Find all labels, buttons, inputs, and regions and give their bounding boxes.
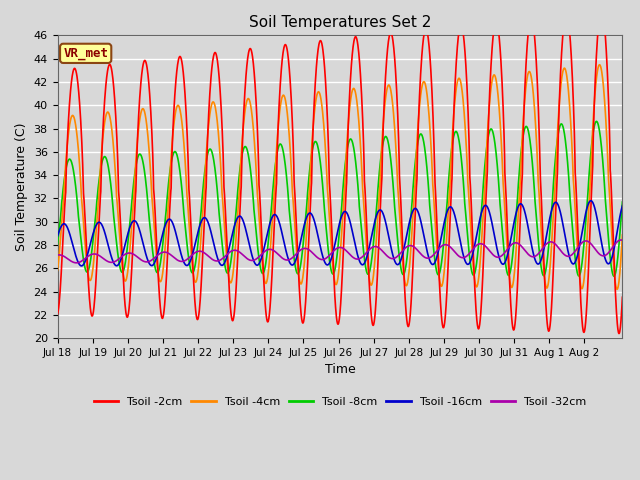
Tsoil -16cm	[602, 259, 610, 264]
Line: Tsoil -8cm: Tsoil -8cm	[58, 121, 622, 276]
Tsoil -4cm	[613, 287, 621, 292]
Tsoil -2cm	[83, 241, 90, 247]
Tsoil -8cm	[610, 273, 618, 279]
Tsoil -2cm	[615, 331, 623, 336]
Tsoil -2cm	[598, 6, 605, 12]
Tsoil -32cm	[72, 260, 80, 266]
Tsoil -4cm	[314, 91, 321, 97]
Tsoil -16cm	[499, 261, 506, 267]
Tsoil -4cm	[499, 160, 506, 166]
Line: Tsoil -4cm: Tsoil -4cm	[58, 65, 622, 289]
Tsoil -16cm	[54, 233, 61, 239]
X-axis label: Time: Time	[324, 363, 355, 376]
Tsoil -8cm	[314, 142, 321, 147]
Tsoil -8cm	[54, 241, 61, 247]
Tsoil -4cm	[602, 120, 610, 126]
Tsoil -8cm	[618, 199, 626, 205]
Tsoil -4cm	[596, 62, 604, 68]
Tsoil -16cm	[83, 254, 90, 260]
Tsoil -32cm	[83, 254, 90, 260]
Tsoil -4cm	[328, 256, 336, 262]
Tsoil -8cm	[593, 119, 600, 124]
Tsoil -8cm	[83, 269, 90, 275]
Tsoil -2cm	[602, 48, 610, 54]
Title: Soil Temperatures Set 2: Soil Temperatures Set 2	[249, 15, 431, 30]
Tsoil -32cm	[499, 252, 506, 258]
Tsoil -4cm	[54, 267, 61, 273]
Tsoil -16cm	[603, 259, 611, 265]
Tsoil -2cm	[602, 43, 610, 49]
Tsoil -32cm	[602, 252, 610, 258]
Tsoil -32cm	[54, 252, 61, 258]
Tsoil -2cm	[328, 238, 336, 243]
Tsoil -2cm	[314, 54, 321, 60]
Y-axis label: Soil Temperature (C): Soil Temperature (C)	[15, 122, 28, 251]
Tsoil -8cm	[499, 228, 506, 234]
Tsoil -2cm	[54, 311, 61, 317]
Tsoil -2cm	[499, 84, 506, 90]
Tsoil -32cm	[602, 252, 610, 258]
Tsoil -16cm	[618, 203, 626, 209]
Tsoil -8cm	[328, 270, 336, 276]
Tsoil -16cm	[328, 252, 336, 258]
Line: Tsoil -2cm: Tsoil -2cm	[58, 9, 622, 334]
Tsoil -32cm	[617, 237, 625, 243]
Tsoil -16cm	[587, 198, 595, 204]
Tsoil -32cm	[618, 237, 626, 243]
Tsoil -4cm	[83, 256, 90, 262]
Tsoil -8cm	[602, 204, 610, 210]
Tsoil -4cm	[602, 125, 610, 131]
Line: Tsoil -16cm: Tsoil -16cm	[58, 201, 622, 266]
Tsoil -32cm	[328, 249, 336, 255]
Tsoil -16cm	[77, 263, 85, 269]
Legend: Tsoil -2cm, Tsoil -4cm, Tsoil -8cm, Tsoil -16cm, Tsoil -32cm: Tsoil -2cm, Tsoil -4cm, Tsoil -8cm, Tsoi…	[90, 392, 591, 411]
Tsoil -4cm	[618, 232, 626, 238]
Tsoil -32cm	[314, 255, 321, 261]
Line: Tsoil -32cm: Tsoil -32cm	[58, 240, 622, 263]
Tsoil -16cm	[314, 231, 321, 237]
Tsoil -2cm	[618, 294, 626, 300]
Tsoil -8cm	[602, 208, 610, 214]
Text: VR_met: VR_met	[63, 47, 108, 60]
